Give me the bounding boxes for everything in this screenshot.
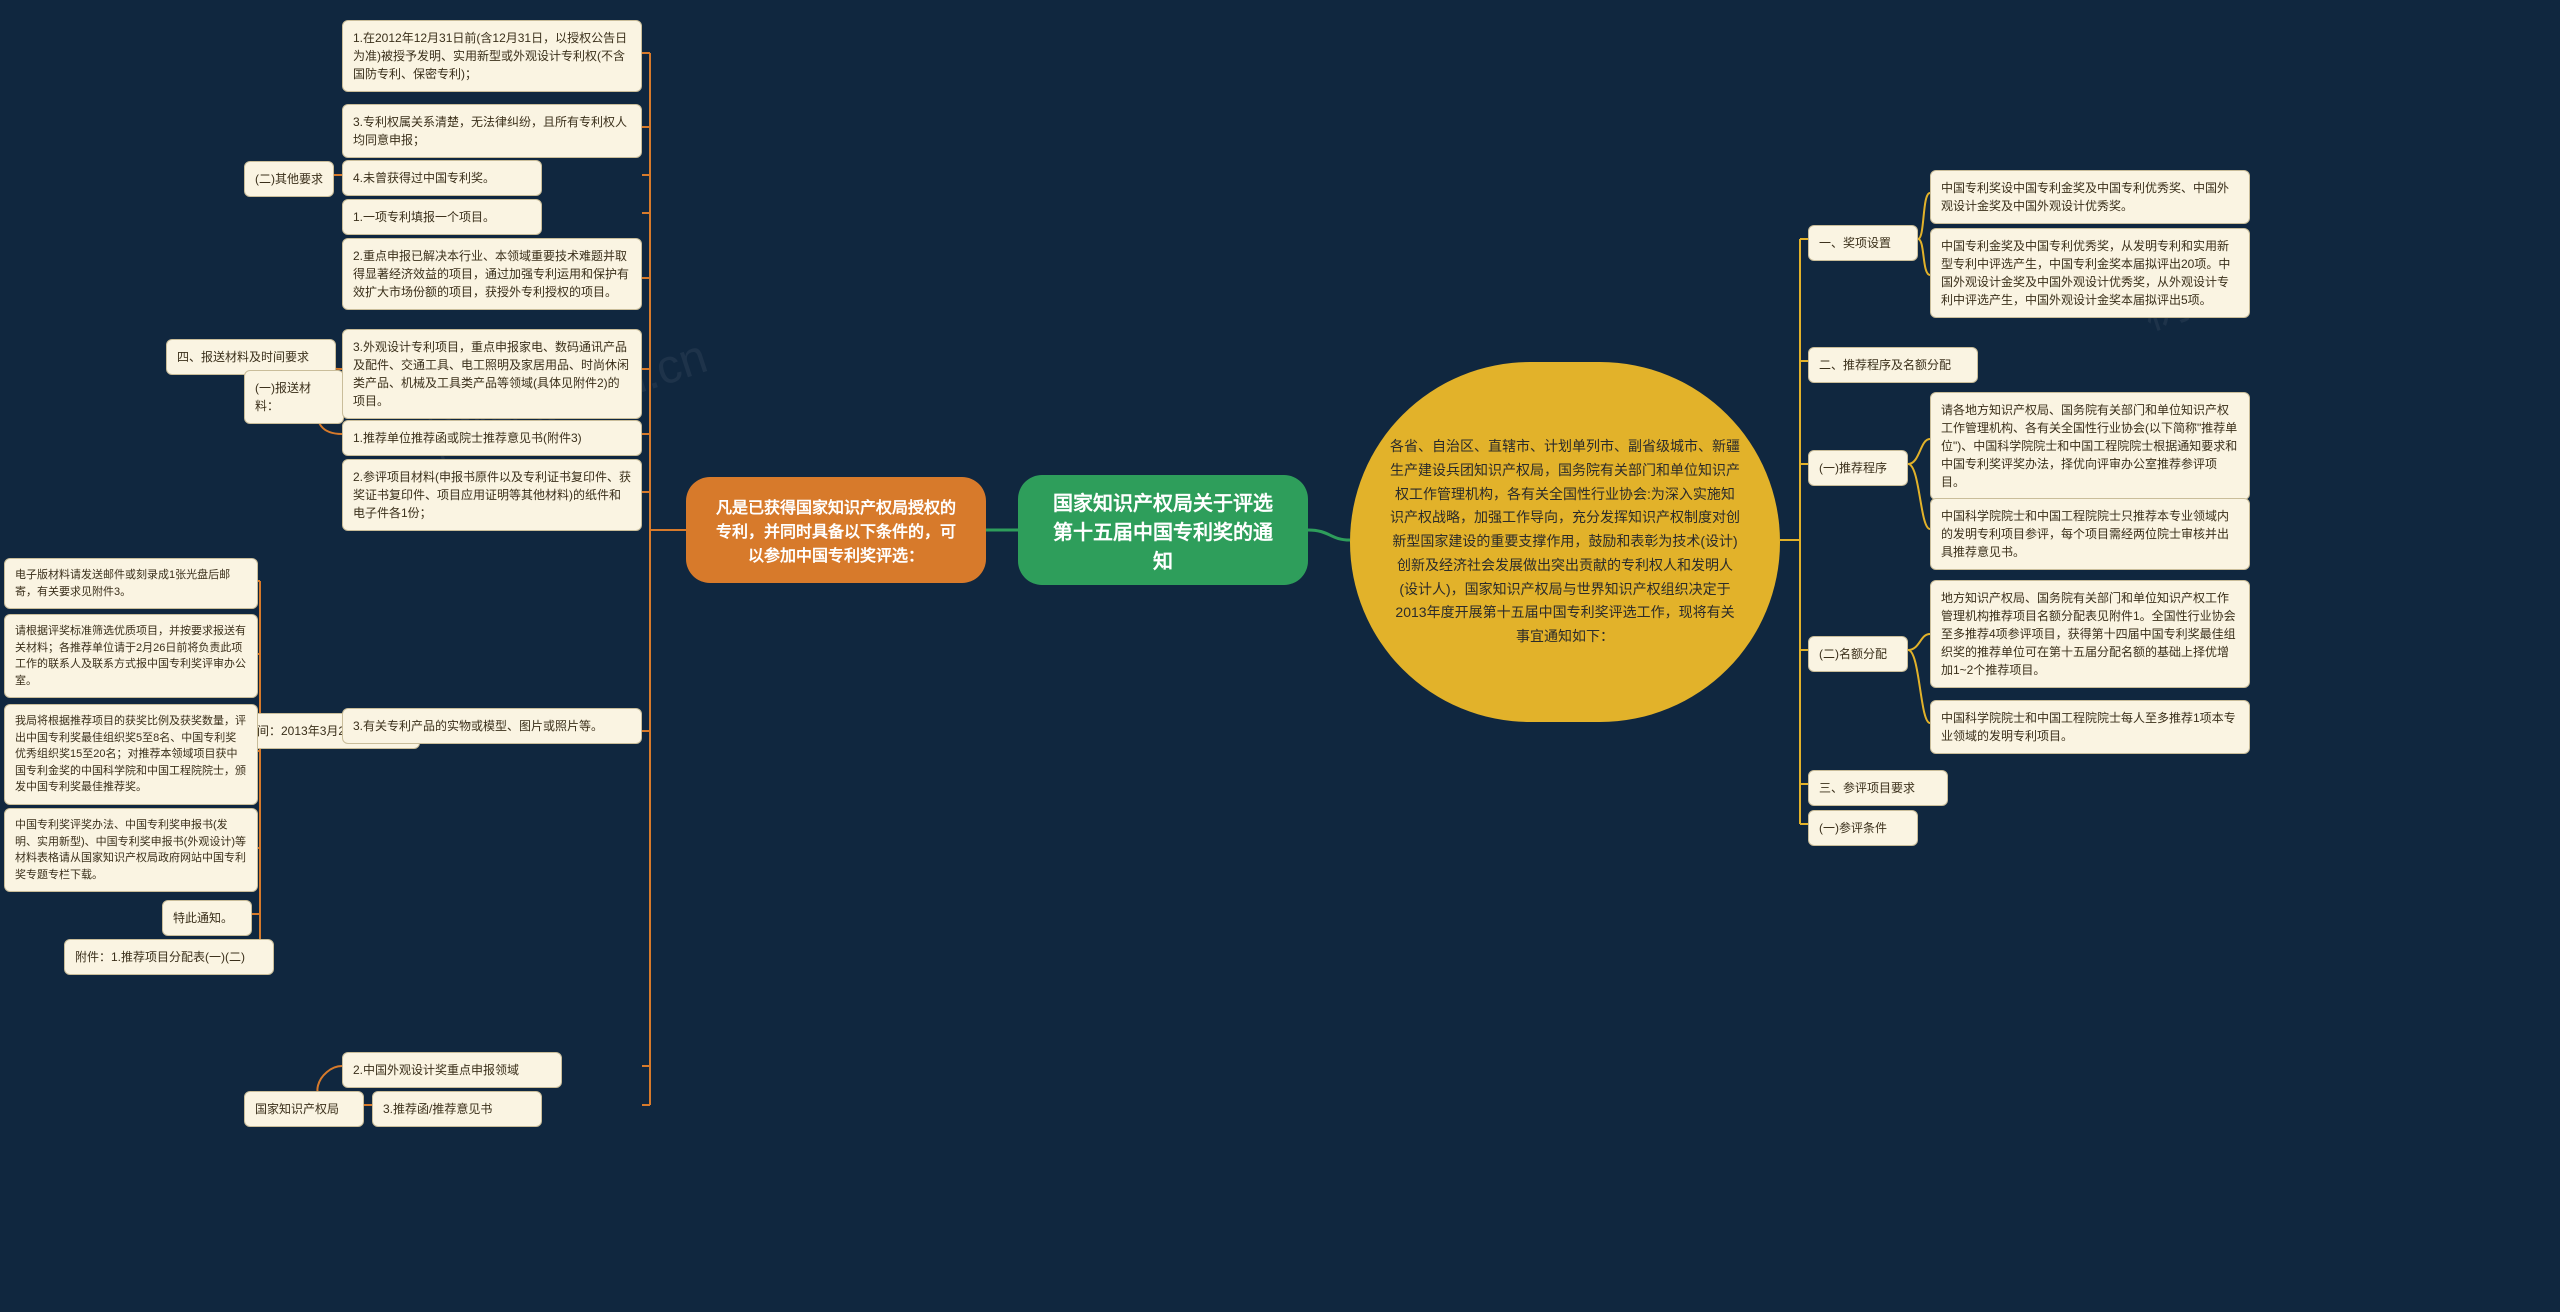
leaf-r1a[interactable]: 中国专利奖设中国专利金奖及中国专利优秀奖、中国外观设计金奖及中国外观设计优秀奖。 — [1930, 170, 2250, 224]
leaf-cnipa[interactable]: 国家知识产权局 — [244, 1091, 364, 1127]
leaf-n1[interactable]: 1.在2012年12月31日前(含12月31日，以授权公告日为准)被授予发明、实… — [342, 20, 642, 92]
leaf-n2c[interactable]: 2.中国外观设计奖重点申报领域 — [342, 1052, 562, 1088]
leaf-r2b2[interactable]: 中国科学院院士和中国工程院院士每人至多推荐1项本专业领域的发明专利项目。 — [1930, 700, 2250, 754]
leaf-n3c[interactable]: 3.推荐函/推荐意见书 — [372, 1091, 542, 1127]
leaf-r2a2[interactable]: 中国科学院院士和中国工程院院士只推荐本专业领域内的发明专利项目参评，每个项目需经… — [1930, 498, 2250, 570]
leaf-r2b1[interactable]: 地方知识产权局、国务院有关部门和单位知识产权工作管理机构推荐项目名额分配表见附件… — [1930, 580, 2250, 688]
leaf-r2-title[interactable]: 二、推荐程序及名额分配 — [1808, 347, 1978, 383]
leaf-r2a-title[interactable]: (一)推荐程序 — [1808, 450, 1908, 486]
leaf-r1b[interactable]: 中国专利金奖及中国专利优秀奖，从发明专利和实用新型专利中评选产生，中国专利金奖本… — [1930, 228, 2250, 318]
leaf-attachment[interactable]: 附件：1.推荐项目分配表(一)(二) — [64, 939, 274, 975]
leaf-email[interactable]: 电子版材料请发送邮件或刻录成1张光盘后邮寄，有关要求见附件3。 — [4, 558, 258, 609]
root-node[interactable]: 国家知识产权局关于评选 第十五届中国专利奖的通 知 — [1018, 475, 1308, 585]
leaf-n3[interactable]: 3.专利权属关系清楚，无法律纠纷，且所有专利权人均同意申报； — [342, 104, 642, 158]
leaf-ratio[interactable]: 我局将根据推荐项目的获奖比例及获奖数量，评出中国专利奖最佳组织奖5至8名、中国专… — [4, 704, 258, 805]
leaf-r2a1[interactable]: 请各地方知识产权局、国务院有关部门和单位知识产权工作管理机构、各有关全国性行业协… — [1930, 392, 2250, 500]
leaf-r2b-title[interactable]: (二)名额分配 — [1808, 636, 1908, 672]
leaf-n1b[interactable]: 1.一项专利填报一个项目。 — [342, 199, 542, 235]
leaf-r3a[interactable]: (一)参评条件 — [1808, 810, 1918, 846]
leaf-other-req[interactable]: (二)其他要求 — [244, 161, 334, 197]
leaf-r3-title[interactable]: 三、参评项目要求 — [1808, 770, 1948, 806]
leaf-measures[interactable]: 中国专利奖评奖办法、中国专利奖申报书(发明、实用新型)、中国专利奖申报书(外观设… — [4, 808, 258, 892]
leaf-n3d[interactable]: 3.有关专利产品的实物或模型、图片或照片等。 — [342, 708, 642, 744]
leaf-n4[interactable]: 4.未曾获得过中国专利奖。 — [342, 160, 542, 196]
leaf-n2b[interactable]: 2.参评项目材料(申报书原件以及专利证书复印件、获奖证书复印件、项目应用证明等其… — [342, 459, 642, 531]
leaf-r1-title[interactable]: 一、奖项设置 — [1808, 225, 1918, 261]
leaf-material1[interactable]: (一)报送材料： — [244, 370, 344, 424]
leaf-n2[interactable]: 2.重点申报已解决本行业、本领域重要技术难题并取得显著经济效益的项目，通过加强专… — [342, 238, 642, 310]
leaf-review[interactable]: 请根据评奖标准筛选优质项目，并按要求报送有关材料；各推荐单位请于2月26日前将负… — [4, 614, 258, 698]
leaf-n3b[interactable]: 3.外观设计专利项目，重点申报家电、数码通讯产品及配件、交通工具、电工照明及家居… — [342, 329, 642, 419]
leaf-n1c[interactable]: 1.推荐单位推荐函或院士推荐意见书(附件3) — [342, 420, 642, 456]
intro-node[interactable]: 各省、自治区、直辖市、计划单列市、副省级城市、新疆生产建设兵团知识产权局，国务院… — [1350, 362, 1780, 722]
left-hub-node[interactable]: 凡是已获得国家知识产权局授权的 专利，并同时具备以下条件的，可 以参加中国专利奖… — [686, 477, 986, 583]
leaf-hereby[interactable]: 特此通知。 — [162, 900, 252, 936]
intro-text: 各省、自治区、直辖市、计划单列市、副省级城市、新疆生产建设兵团知识产权局，国务院… — [1390, 435, 1740, 649]
